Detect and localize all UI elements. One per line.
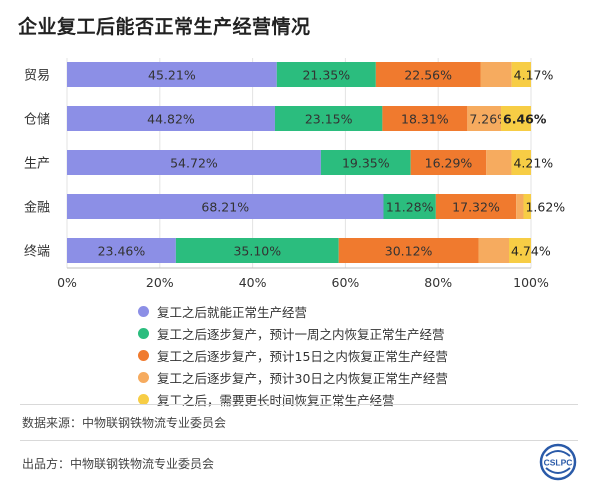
x-tick-label: 100%	[513, 275, 549, 290]
legend-item: 复工之后就能正常生产经营	[138, 300, 448, 322]
data-label: 4.21%	[513, 156, 553, 171]
data-source: 数据来源：中物联钢铁物流专业委员会	[22, 416, 227, 430]
bar-segment	[435, 194, 517, 219]
bar-segment	[511, 150, 531, 175]
legend-item: 复工之后，需要更长时间恢复正常生产经营	[138, 388, 448, 410]
bar-segment	[523, 194, 531, 219]
legend-label: 复工之后就能正常生产经营	[157, 304, 308, 320]
bar-segment	[320, 150, 411, 175]
bar-segment	[175, 238, 339, 263]
bar-segment	[67, 238, 176, 263]
bar-segment	[276, 62, 376, 87]
bar-segment	[382, 106, 468, 131]
divider-bottom	[20, 440, 578, 441]
bar-segment	[467, 106, 502, 131]
legend-swatch	[138, 349, 149, 361]
y-category-label: 终端	[24, 244, 50, 260]
legend-label: 复工之后逐步复产，预计15日之内恢复正常生产经营	[157, 348, 448, 364]
bar-segment	[274, 106, 383, 131]
bar-segment	[375, 62, 481, 87]
data-label: 30.12%	[385, 244, 433, 259]
data-label: 21.35%	[302, 68, 350, 83]
bar-segment	[383, 194, 436, 219]
x-tick-label: 80%	[424, 275, 452, 290]
bar-segment	[67, 62, 277, 87]
x-tick-label: 0%	[57, 275, 77, 290]
data-label: 7.26%	[469, 112, 509, 127]
bar-segment	[410, 150, 487, 175]
data-label: 4.74%	[511, 244, 551, 259]
legend-swatch	[138, 371, 149, 383]
data-label: 44.82%	[147, 112, 195, 127]
data-label: 45.21%	[148, 68, 196, 83]
bar-segment	[67, 150, 321, 175]
x-tick-label: 20%	[146, 275, 174, 290]
data-label: 68.21%	[201, 200, 249, 215]
data-label: 35.10%	[233, 244, 281, 259]
data-label: 19.35%	[342, 156, 390, 171]
data-label: 1.62%	[525, 200, 565, 215]
bar-segment	[480, 62, 512, 87]
y-category-label: 金融	[24, 200, 50, 216]
legend-label: 复工之后，需要更长时间恢复正常生产经营	[157, 392, 395, 408]
legend-label: 复工之后逐步复产，预计一周之内恢复正常生产经营	[157, 326, 445, 342]
data-label: 23.46%	[98, 244, 146, 259]
data-label: 54.72%	[170, 156, 218, 171]
logo-text: CSLPC	[544, 458, 573, 468]
data-label: 22.56%	[404, 68, 452, 83]
x-tick-label: 40%	[239, 275, 267, 290]
x-tick-label: 60%	[332, 275, 360, 290]
divider-top	[20, 404, 578, 405]
bar-segment	[67, 106, 275, 131]
legend-label: 复工之后逐步复产，预计30日之内恢复正常生产经营	[157, 370, 448, 386]
bar-segment	[501, 106, 531, 131]
legend: 复工之后就能正常生产经营复工之后逐步复产，预计一周之内恢复正常生产经营 复工之后逐…	[138, 300, 448, 410]
bar-segment	[478, 238, 510, 263]
bar-segment	[516, 194, 524, 219]
data-label: 16.29%	[425, 156, 473, 171]
stacked-bar-chart: 0% 20% 40% 60% 80% 100% 贸易 45.21% 21.35% 22.56% 4.…	[24, 58, 565, 290]
legend-swatch	[138, 393, 149, 405]
data-label: 4.17%	[514, 68, 554, 83]
bar-segment	[486, 150, 512, 175]
publisher: 出品方：中物联钢铁物流专业委员会	[22, 457, 215, 471]
bar-segment	[67, 194, 384, 219]
y-category-label: 生产	[24, 157, 50, 172]
chart-title: 企业复工后能否正常生产经营情况	[18, 16, 311, 38]
bar-segment	[509, 238, 531, 263]
data-label: 18.31%	[401, 112, 449, 127]
data-label: 17.32%	[452, 200, 500, 215]
bar-segment	[338, 238, 479, 263]
y-category-label: 仓储	[24, 113, 50, 128]
y-category-label: 贸易	[24, 69, 50, 84]
data-label: 6.46%	[503, 112, 547, 127]
cslpc-logo: CSLPC	[539, 443, 577, 481]
bar-segment	[511, 62, 531, 87]
data-label: 23.15%	[305, 112, 353, 127]
legend-item: 复工之后逐步复产，预计一周之内恢复正常生产经营	[138, 322, 448, 344]
data-label: 11.28%	[386, 200, 434, 215]
legend-swatch	[138, 327, 149, 339]
legend-item: 复工之后逐步复产，预计30日之内恢复正常生产经营	[138, 366, 448, 388]
legend-item: 复工之后逐步复产，预计15日之内恢复正常生产经营	[138, 344, 448, 366]
legend-swatch	[138, 305, 149, 317]
